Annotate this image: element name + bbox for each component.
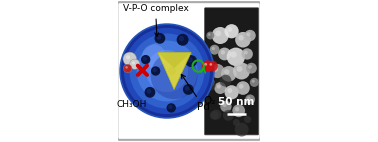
Circle shape [230,51,237,58]
Circle shape [223,103,226,107]
Circle shape [155,33,165,44]
Circle shape [221,50,225,55]
Circle shape [248,65,252,69]
Text: O₂: O₂ [204,96,216,106]
Circle shape [124,28,210,114]
Circle shape [156,35,161,40]
Circle shape [220,75,231,87]
Circle shape [238,35,244,41]
Polygon shape [158,53,191,89]
Circle shape [232,104,245,117]
Circle shape [130,34,204,108]
Circle shape [204,63,207,66]
Circle shape [153,68,157,72]
Circle shape [146,50,188,92]
Circle shape [120,24,214,118]
Circle shape [206,78,215,87]
Circle shape [125,66,128,69]
Circle shape [167,103,176,113]
Circle shape [252,80,255,83]
Circle shape [247,96,251,100]
Circle shape [242,48,253,60]
Circle shape [141,55,150,64]
Circle shape [244,116,251,123]
Circle shape [136,41,197,102]
Circle shape [217,84,221,89]
Circle shape [218,48,231,60]
Circle shape [225,24,239,38]
Circle shape [250,78,259,87]
Circle shape [177,34,189,46]
Circle shape [187,57,193,63]
Circle shape [151,66,160,76]
Circle shape [210,64,225,78]
Circle shape [245,94,255,104]
Circle shape [208,33,211,36]
Circle shape [235,107,239,111]
Circle shape [245,30,256,41]
Circle shape [207,61,218,71]
Circle shape [185,55,197,67]
Circle shape [221,66,237,82]
Text: CH₃OH: CH₃OH [116,100,147,109]
Circle shape [202,60,213,72]
Circle shape [233,119,240,126]
FancyBboxPatch shape [204,8,259,135]
Circle shape [130,59,140,69]
Circle shape [227,48,245,66]
Circle shape [225,85,239,99]
Circle shape [168,67,176,75]
Circle shape [212,47,215,50]
Circle shape [146,89,151,94]
Circle shape [213,67,218,72]
Circle shape [246,63,257,74]
Text: Pd: Pd [181,74,210,111]
Circle shape [247,32,251,36]
Circle shape [142,44,166,68]
Circle shape [123,64,132,73]
Circle shape [235,32,251,48]
Circle shape [132,61,135,64]
Circle shape [185,86,190,91]
Circle shape [215,30,221,36]
Circle shape [227,27,232,32]
Circle shape [236,66,242,72]
Circle shape [179,36,184,41]
Circle shape [227,88,232,93]
Circle shape [169,68,173,72]
FancyBboxPatch shape [117,2,261,140]
Text: 50 nm: 50 nm [218,98,254,107]
Circle shape [214,82,226,94]
Circle shape [143,57,147,61]
Circle shape [223,110,234,121]
Circle shape [210,111,218,120]
Circle shape [220,101,232,112]
Circle shape [208,80,211,83]
Circle shape [244,51,248,55]
Circle shape [233,62,250,80]
Circle shape [211,110,222,120]
Circle shape [209,45,220,55]
Circle shape [212,27,229,44]
Circle shape [168,105,172,109]
Circle shape [123,52,136,66]
Circle shape [224,69,229,75]
Circle shape [126,55,130,59]
Circle shape [183,84,194,95]
Circle shape [209,63,212,66]
Circle shape [205,80,216,91]
Polygon shape [158,53,191,68]
Text: V-P-O complex: V-P-O complex [123,5,189,36]
Circle shape [144,87,155,98]
Circle shape [239,84,244,89]
Circle shape [236,81,250,95]
Circle shape [206,32,214,39]
Circle shape [150,52,197,99]
Circle shape [235,123,249,136]
